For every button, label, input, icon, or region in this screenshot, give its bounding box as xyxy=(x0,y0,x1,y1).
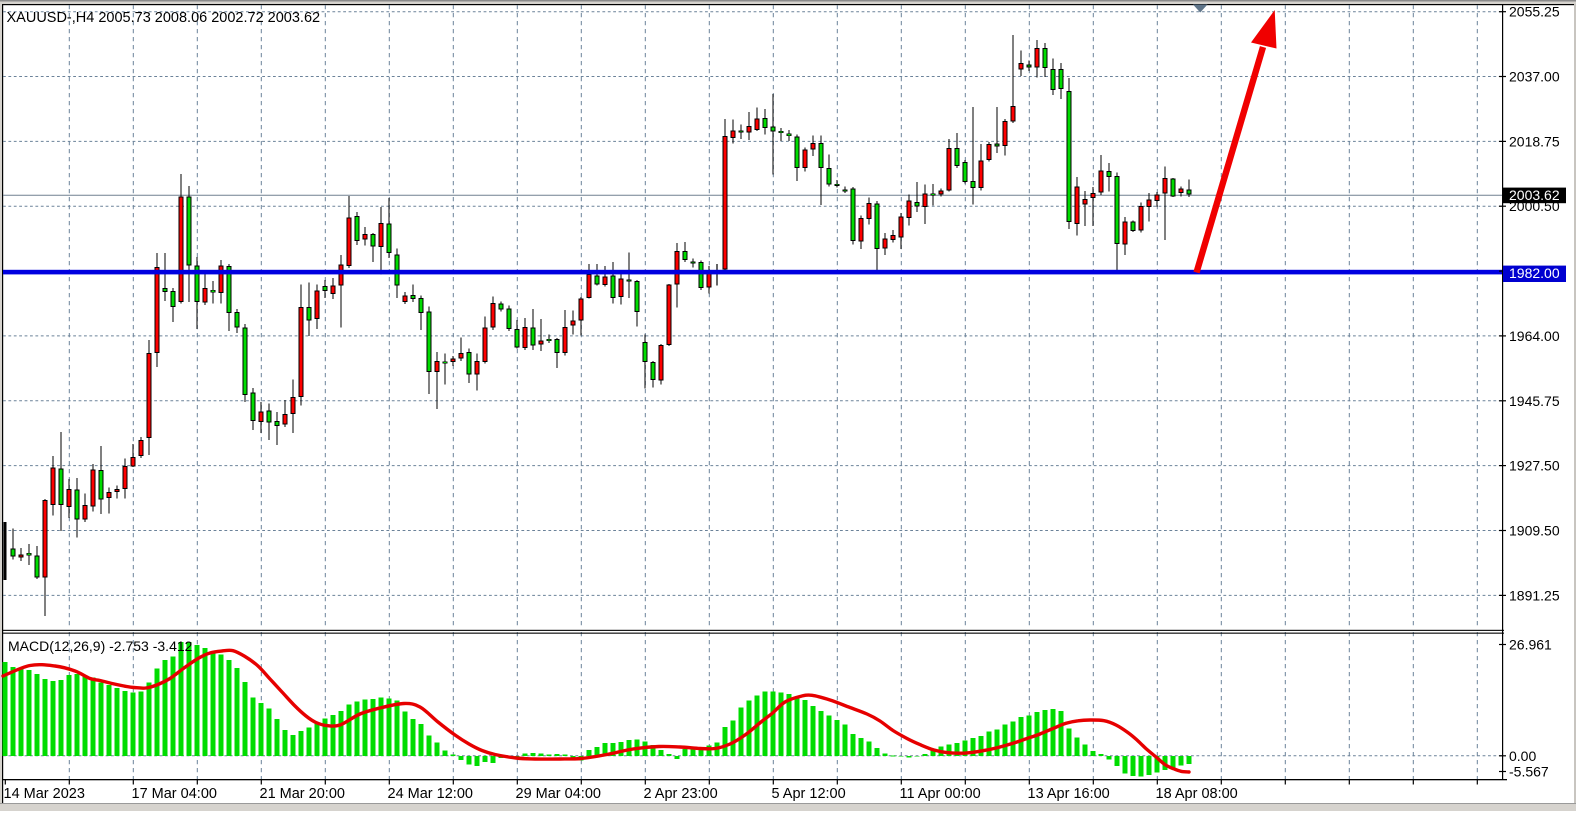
svg-text:29 Mar 04:00: 29 Mar 04:00 xyxy=(516,786,601,802)
svg-text:1891.25: 1891.25 xyxy=(1509,587,1560,603)
svg-text:21 Mar 20:00: 21 Mar 20:00 xyxy=(260,786,345,802)
svg-text:1982.00: 1982.00 xyxy=(1509,265,1560,281)
svg-text:2018.75: 2018.75 xyxy=(1509,133,1560,149)
svg-text:2003.62: 2003.62 xyxy=(1509,187,1560,203)
svg-text:0.00: 0.00 xyxy=(1509,748,1536,764)
svg-text:17 Mar 04:00: 17 Mar 04:00 xyxy=(132,786,217,802)
svg-text:1909.50: 1909.50 xyxy=(1509,523,1560,539)
svg-text:5 Apr 12:00: 5 Apr 12:00 xyxy=(772,786,846,802)
svg-text:13 Apr 16:00: 13 Apr 16:00 xyxy=(1028,786,1110,802)
svg-text:2037.00: 2037.00 xyxy=(1509,69,1560,85)
svg-text:14 Mar 2023: 14 Mar 2023 xyxy=(4,786,85,802)
svg-text:MACD(12,26,9) -2.753 -3.412: MACD(12,26,9) -2.753 -3.412 xyxy=(8,638,193,654)
svg-text:XAUUSD-,H4 2005.73 2008.06 20: XAUUSD-,H4 2005.73 2008.06 2002.72 2003.… xyxy=(7,10,321,26)
svg-text:1964.00: 1964.00 xyxy=(1509,328,1560,344)
svg-text:1927.50: 1927.50 xyxy=(1509,458,1560,474)
svg-text:1945.75: 1945.75 xyxy=(1509,393,1560,409)
svg-text:2 Apr 23:00: 2 Apr 23:00 xyxy=(644,786,718,802)
svg-text:26.961: 26.961 xyxy=(1509,637,1552,653)
svg-text:-5.567: -5.567 xyxy=(1509,764,1549,780)
svg-text:2055.25: 2055.25 xyxy=(1509,4,1560,20)
svg-text:24 Mar 12:00: 24 Mar 12:00 xyxy=(388,786,473,802)
svg-text:18 Apr 08:00: 18 Apr 08:00 xyxy=(1156,786,1238,802)
svg-text:11 Apr 00:00: 11 Apr 00:00 xyxy=(900,786,981,802)
